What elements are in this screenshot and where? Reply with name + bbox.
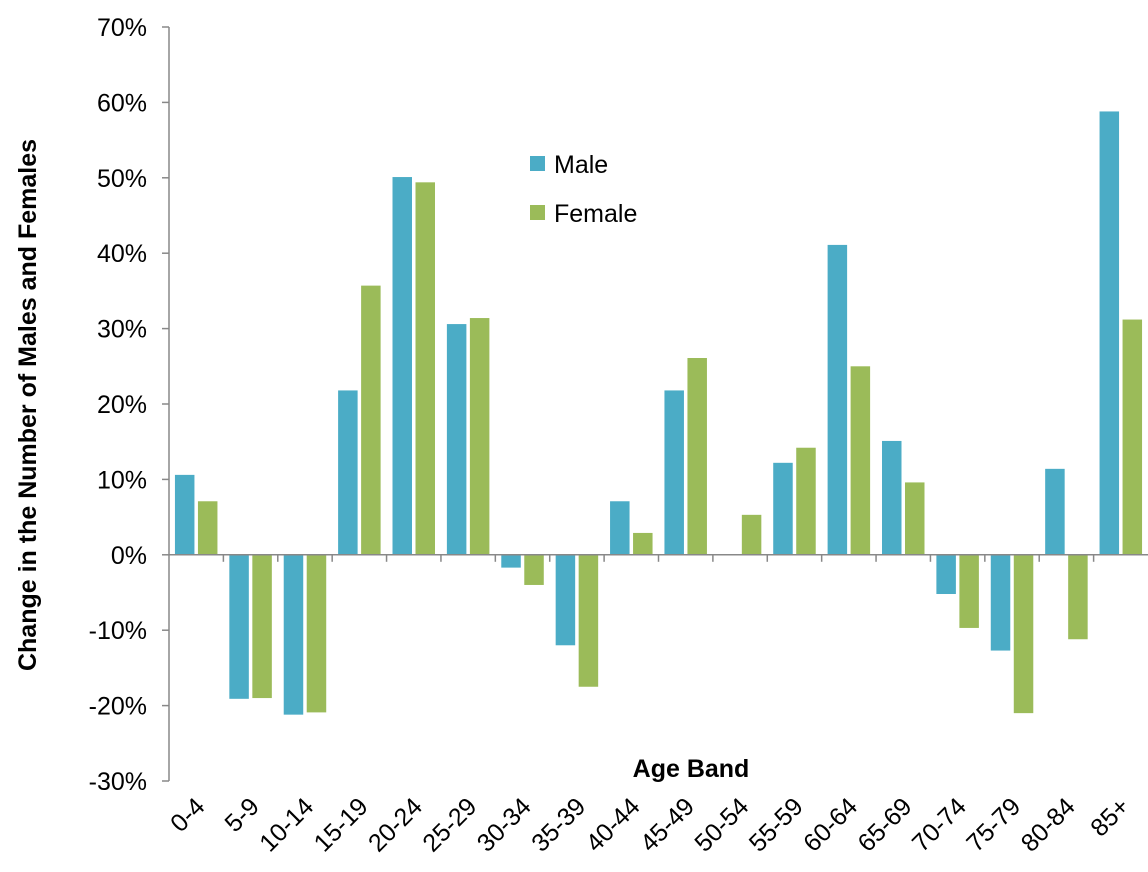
bar-female-45-49: [687, 358, 707, 555]
bar-female-70-74: [959, 554, 979, 628]
y-axis-ticks: -30% -20% -10% 0% 10% 20% 30% 40% 50% 60% 70%: [89, 14, 169, 796]
y-tick-label: 30%: [97, 316, 147, 344]
x-tick-label: 80-84: [1016, 792, 1081, 857]
bar-female-80-84: [1068, 554, 1088, 640]
bar-female-10-14: [306, 554, 327, 713]
x-tick-label: 85+: [1085, 792, 1135, 842]
x-tick-label: 70-74: [907, 792, 972, 857]
y-tick-label: 0%: [111, 542, 147, 570]
y-tick-label: -30%: [89, 768, 147, 796]
x-tick-label: 10-14: [254, 792, 319, 857]
bars: [174, 111, 1143, 715]
bar-male-0-4: [174, 474, 195, 555]
bar-female-85+: [1122, 319, 1143, 555]
bar-female-55-59: [796, 447, 816, 555]
bar-male-80-84: [1045, 468, 1065, 555]
x-tick-label: 65-69: [852, 792, 917, 857]
bar-male-5-9: [229, 554, 249, 699]
x-tick-label: 20-24: [363, 792, 428, 857]
bar-male-85+: [1099, 111, 1120, 555]
bar-female-30-34: [524, 554, 544, 585]
bar-female-5-9: [252, 554, 272, 699]
x-axis-ticks: [222, 554, 1095, 562]
y-tick-label: 70%: [97, 14, 147, 42]
x-axis-title: Age Band: [633, 755, 750, 783]
bar-female-0-4: [197, 501, 218, 555]
legend-swatch-male: [530, 156, 545, 171]
x-tick-labels: 0-4 5-910-1415-1920-2425-2930-3435-3940-4…: [165, 792, 1135, 857]
bar-male-55-59: [773, 462, 793, 555]
bar-male-45-49: [664, 390, 684, 555]
bar-female-65-69: [905, 482, 925, 555]
bar-female-75-79: [1013, 554, 1034, 714]
x-tick-label: 40-44: [581, 792, 646, 857]
bar-male-10-14: [283, 554, 304, 715]
x-tick-label: 30-34: [472, 792, 537, 857]
bar-male-15-19: [338, 390, 358, 555]
bar-male-20-24: [392, 177, 412, 555]
bar-female-50-54: [741, 514, 762, 555]
x-tick-label: 75-79: [961, 792, 1026, 857]
legend-swatch-female: [530, 205, 545, 220]
legend-label-male: Male: [554, 151, 608, 179]
y-tick-label: -10%: [89, 617, 147, 645]
y-tick-label: 60%: [97, 89, 147, 117]
x-tick-label: 35-39: [526, 792, 591, 857]
x-tick-label: 25-29: [417, 792, 482, 857]
bar-female-40-44: [633, 532, 653, 555]
x-tick-label: 60-64: [798, 792, 863, 857]
x-tick-label: 45-49: [635, 792, 700, 857]
bar-female-35-39: [578, 554, 599, 687]
y-tick-label: 20%: [97, 391, 147, 419]
y-tick-label: 10%: [97, 466, 147, 494]
bar-male-30-34: [501, 554, 521, 568]
bar-male-70-74: [936, 554, 956, 595]
legend-label-female: Female: [554, 200, 637, 228]
x-tick-label: 15-19: [309, 792, 374, 857]
bar-male-40-44: [610, 501, 630, 555]
x-tick-label: 5-9: [219, 792, 264, 837]
y-tick-label: 50%: [97, 165, 147, 193]
y-tick-label: -20%: [89, 693, 147, 721]
bar-female-25-29: [469, 318, 490, 555]
bar-female-15-19: [361, 285, 381, 555]
x-tick-label: 55-59: [744, 792, 809, 857]
bar-male-75-79: [990, 554, 1011, 651]
x-tick-label: 0-4: [165, 792, 210, 837]
bar-female-20-24: [415, 182, 435, 555]
x-tick-label: 50-54: [689, 792, 754, 857]
bar-male-25-29: [446, 324, 467, 555]
y-tick-label: 40%: [97, 240, 147, 268]
legend: Male Female: [530, 151, 637, 228]
bar-male-65-69: [882, 440, 902, 555]
bar-male-60-64: [827, 244, 848, 555]
bar-female-60-64: [850, 366, 871, 555]
bar-male-35-39: [555, 554, 576, 646]
y-axis-title: Change in the Number of Males and Female…: [14, 139, 42, 671]
